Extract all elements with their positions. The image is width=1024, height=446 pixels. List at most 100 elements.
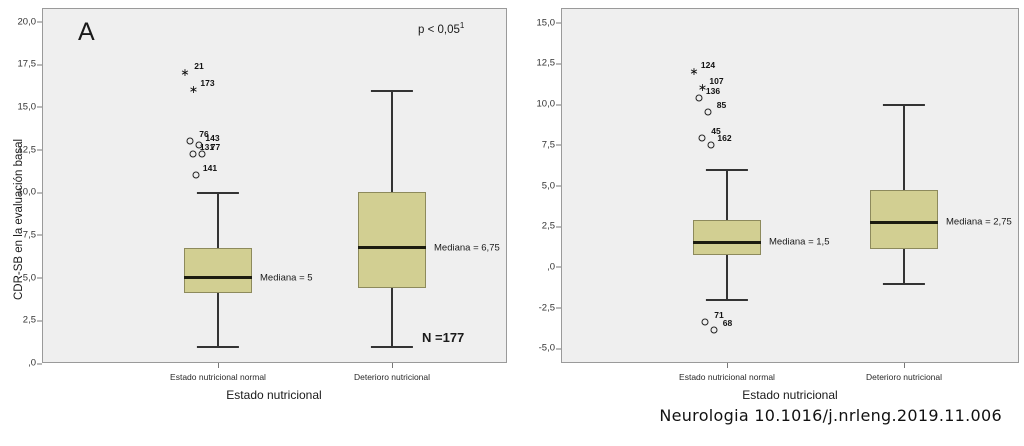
y-axis-tick-label: 12,5 bbox=[0, 144, 42, 155]
outlier-star-marker: ∗ bbox=[689, 65, 699, 78]
outlier-circle-marker bbox=[701, 318, 709, 326]
y-axis-tick-mark bbox=[37, 234, 42, 236]
outlier-circle-marker bbox=[192, 171, 200, 179]
outlier-id-label: 45 bbox=[711, 126, 721, 137]
whisker-upper bbox=[217, 192, 219, 248]
median-value-label: Mediana = 5 bbox=[260, 272, 313, 284]
outlier-id-label: 71 bbox=[714, 310, 724, 321]
median-value-label: Mediana = 1,5 bbox=[769, 236, 830, 248]
x-axis-tick-mark bbox=[904, 363, 905, 368]
panel-a-x-axis-title: Estado nutricional bbox=[226, 388, 322, 402]
y-axis-tick-label: 2,5 bbox=[515, 221, 561, 232]
whisker-cap-upper bbox=[370, 89, 414, 92]
outlier-star-marker: ∗ bbox=[180, 66, 190, 79]
outlier-id-label: 107 bbox=[709, 75, 724, 86]
outlier-id-label: 76 bbox=[199, 129, 209, 140]
median-line bbox=[870, 220, 938, 224]
outlier-circle-marker bbox=[704, 108, 711, 116]
y-axis-tick-label: 2,5 bbox=[0, 315, 42, 326]
y-axis-tick-mark bbox=[556, 63, 561, 65]
boxplot-box bbox=[184, 247, 252, 293]
outlier-circle-marker bbox=[186, 137, 194, 145]
whisker-cap-lower bbox=[705, 299, 749, 302]
outlier-id-label: 77 bbox=[210, 141, 221, 152]
y-axis-tick-label: -2,5 bbox=[515, 302, 561, 313]
y-axis-tick-mark bbox=[556, 144, 561, 146]
median-line bbox=[693, 240, 761, 244]
y-axis-tick-mark bbox=[37, 363, 42, 364]
panel-a-p-value-text: p < 0,05 bbox=[418, 23, 460, 36]
y-axis-tick-mark bbox=[556, 185, 561, 187]
x-axis-tick-label: Deterioro nutricional bbox=[353, 372, 431, 382]
x-axis-tick-mark bbox=[727, 363, 728, 368]
outlier-id-label: 173 bbox=[200, 77, 215, 88]
y-axis-tick-label: 5,0 bbox=[515, 180, 561, 191]
outlier-id-label: 124 bbox=[700, 59, 716, 70]
y-axis-tick-mark bbox=[556, 348, 561, 350]
boxplot-box bbox=[870, 190, 938, 249]
whisker-cap-upper bbox=[196, 192, 240, 195]
outlier-id-label: 136 bbox=[705, 85, 721, 96]
outlier-star-marker: ∗ bbox=[188, 83, 199, 96]
y-axis-tick-label: 10,0 bbox=[0, 187, 42, 198]
y-axis-tick-label: 7,5 bbox=[515, 139, 561, 150]
y-axis-tick-mark bbox=[37, 320, 42, 322]
outlier-id-label: 162 bbox=[717, 132, 732, 143]
outlier-id-label: 131 bbox=[199, 141, 215, 152]
median-line bbox=[184, 276, 252, 280]
whisker-cap-lower bbox=[370, 345, 414, 348]
y-axis-tick-label: 15,0 bbox=[515, 17, 561, 28]
outlier-circle-marker bbox=[698, 134, 706, 142]
panel-b: B p < 0,121 N =141 Variación de CDR-SB a… bbox=[512, 0, 1024, 402]
outlier-circle-marker bbox=[707, 141, 714, 149]
whisker-upper bbox=[903, 104, 905, 191]
outlier-circle-marker bbox=[710, 326, 717, 334]
panel-a: A p < 0,051 N =177 CDR-SB en la evaluaci… bbox=[0, 0, 512, 402]
x-axis-tick-label: Estado nutricional normal bbox=[170, 372, 266, 382]
x-axis-tick-mark bbox=[218, 363, 219, 368]
panel-a-n-label: N =177 bbox=[422, 330, 465, 345]
y-axis-tick-mark bbox=[556, 307, 561, 309]
whisker-lower bbox=[726, 254, 728, 300]
y-axis-tick-mark bbox=[37, 277, 42, 279]
outlier-circle-marker bbox=[198, 150, 205, 158]
y-axis-tick-label: 20,0 bbox=[0, 16, 42, 27]
y-axis-tick-mark bbox=[556, 104, 561, 106]
whisker-lower bbox=[217, 293, 219, 346]
y-axis-tick-label: 17,5 bbox=[0, 59, 42, 70]
y-axis-tick-label: ,0 bbox=[0, 358, 42, 369]
whisker-upper bbox=[726, 169, 728, 220]
boxplot-box bbox=[358, 192, 426, 288]
outlier-circle-marker bbox=[189, 150, 197, 158]
whisker-upper bbox=[391, 89, 393, 193]
outlier-circle-marker bbox=[695, 94, 703, 102]
median-value-label: Mediana = 6,75 bbox=[434, 242, 500, 254]
outlier-id-label: 141 bbox=[202, 163, 218, 174]
panel-a-p-value: p < 0,051 bbox=[418, 21, 464, 36]
outlier-id-label: 143 bbox=[205, 133, 220, 144]
y-axis-tick-label: 12,5 bbox=[515, 58, 561, 69]
outlier-id-label: 21 bbox=[194, 60, 204, 71]
whisker-cap-upper bbox=[882, 104, 926, 107]
y-axis-tick-mark bbox=[37, 192, 42, 194]
x-axis-tick-label: Estado nutricional normal bbox=[679, 372, 775, 382]
y-axis-tick-mark bbox=[37, 21, 42, 23]
whisker-cap-upper bbox=[705, 169, 749, 172]
median-line bbox=[358, 246, 426, 250]
panel-b-plot-area bbox=[561, 8, 1019, 363]
y-axis-tick-mark bbox=[556, 226, 561, 228]
y-axis-tick-label: -5,0 bbox=[515, 343, 561, 354]
y-axis-tick-label: ,0 bbox=[515, 261, 561, 272]
outlier-circle-marker bbox=[195, 141, 202, 149]
y-axis-tick-label: 5,0 bbox=[0, 272, 42, 283]
panel-a-letter: A bbox=[78, 18, 95, 46]
outlier-id-label: 85 bbox=[716, 100, 727, 111]
outlier-id-label: 68 bbox=[722, 318, 733, 329]
outlier-star-marker: ∗ bbox=[697, 81, 708, 94]
y-axis-tick-mark bbox=[556, 22, 561, 24]
y-axis-tick-mark bbox=[37, 64, 42, 66]
y-axis-tick-mark bbox=[556, 266, 561, 268]
y-axis-tick-mark bbox=[37, 106, 42, 108]
x-axis-tick-label: Deterioro nutricional bbox=[865, 372, 943, 382]
